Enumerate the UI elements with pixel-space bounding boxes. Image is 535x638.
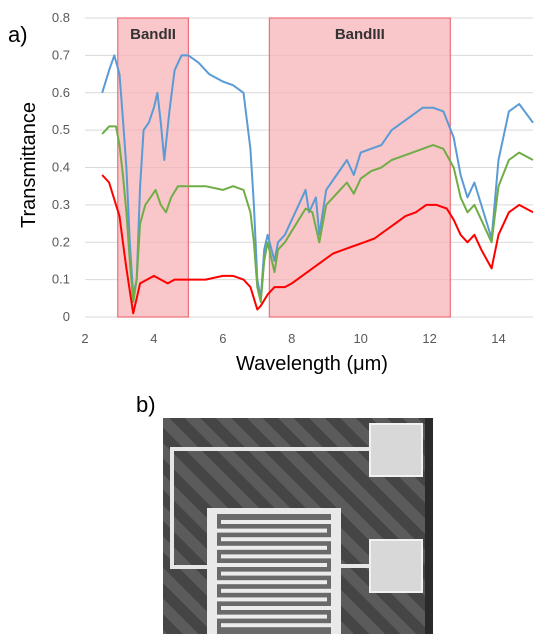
bottom-contact-pad [369,539,423,593]
x-axis-title: Wavelength (μm) [236,353,388,375]
y-tick-label: 0.6 [52,85,70,100]
x-tick-label: 14 [491,331,505,346]
panel-b-label: b) [136,392,156,417]
panel-a-label: a) [8,22,28,47]
electrode-finger [221,520,331,524]
electrode-finger [217,563,327,567]
y-tick-label: 0.4 [52,160,70,175]
electrode-finger [217,614,327,619]
band-regions: BandII BandIII [117,17,451,318]
x-tick-label: 12 [422,331,436,346]
y-tick-label: 0.5 [52,122,70,137]
x-tick-label: 10 [353,331,367,346]
substrate-edge [425,418,433,634]
x-tick-label: 6 [219,331,226,346]
y-tick-labels: 0 0.1 0.2 0.3 0.4 0.5 0.6 0.7 0.8 [52,10,70,324]
electrode-finger [221,537,331,542]
band-label: BandIII [335,26,385,43]
series-line [101,125,534,304]
y-tick-label: 0.3 [52,197,70,212]
interdigitated-electrode [207,508,341,634]
electrode-finger [221,606,331,610]
series-lines [101,54,534,315]
x-tick-label: 8 [288,331,295,346]
x-tick-label: 4 [150,331,157,346]
series-line [101,54,534,300]
electrode-finger [221,588,331,593]
series-line [101,174,534,315]
y-tick-label: 0.1 [52,272,70,287]
band-region [268,17,451,318]
electrode-finger [217,580,327,585]
y-axis-title: Transmittance [18,102,40,228]
top-contact-pad [369,423,423,477]
y-tick-label: 0.8 [52,10,70,25]
band-label: BandII [130,26,176,43]
y-tick-label: 0.2 [52,234,70,249]
sensor-micrograph [163,418,433,634]
transmittance-chart: BandII BandIII 00.10.20.30.40.50.60.70.8 … [18,10,534,375]
electrode-finger [221,571,331,576]
electrode-finger [221,623,331,628]
x-tick-labels: 2 4 6 8 10 12 14 [81,331,505,346]
electrode-finger [217,597,327,602]
top-lead-trace [170,447,370,569]
y-tick-label: 0 [63,309,70,324]
electrode-finger [217,545,327,550]
x-tick-label: 2 [81,331,88,346]
y-tick-label: 0.7 [52,47,70,62]
electrode-finger [217,528,327,533]
electrode-finger [221,554,331,559]
